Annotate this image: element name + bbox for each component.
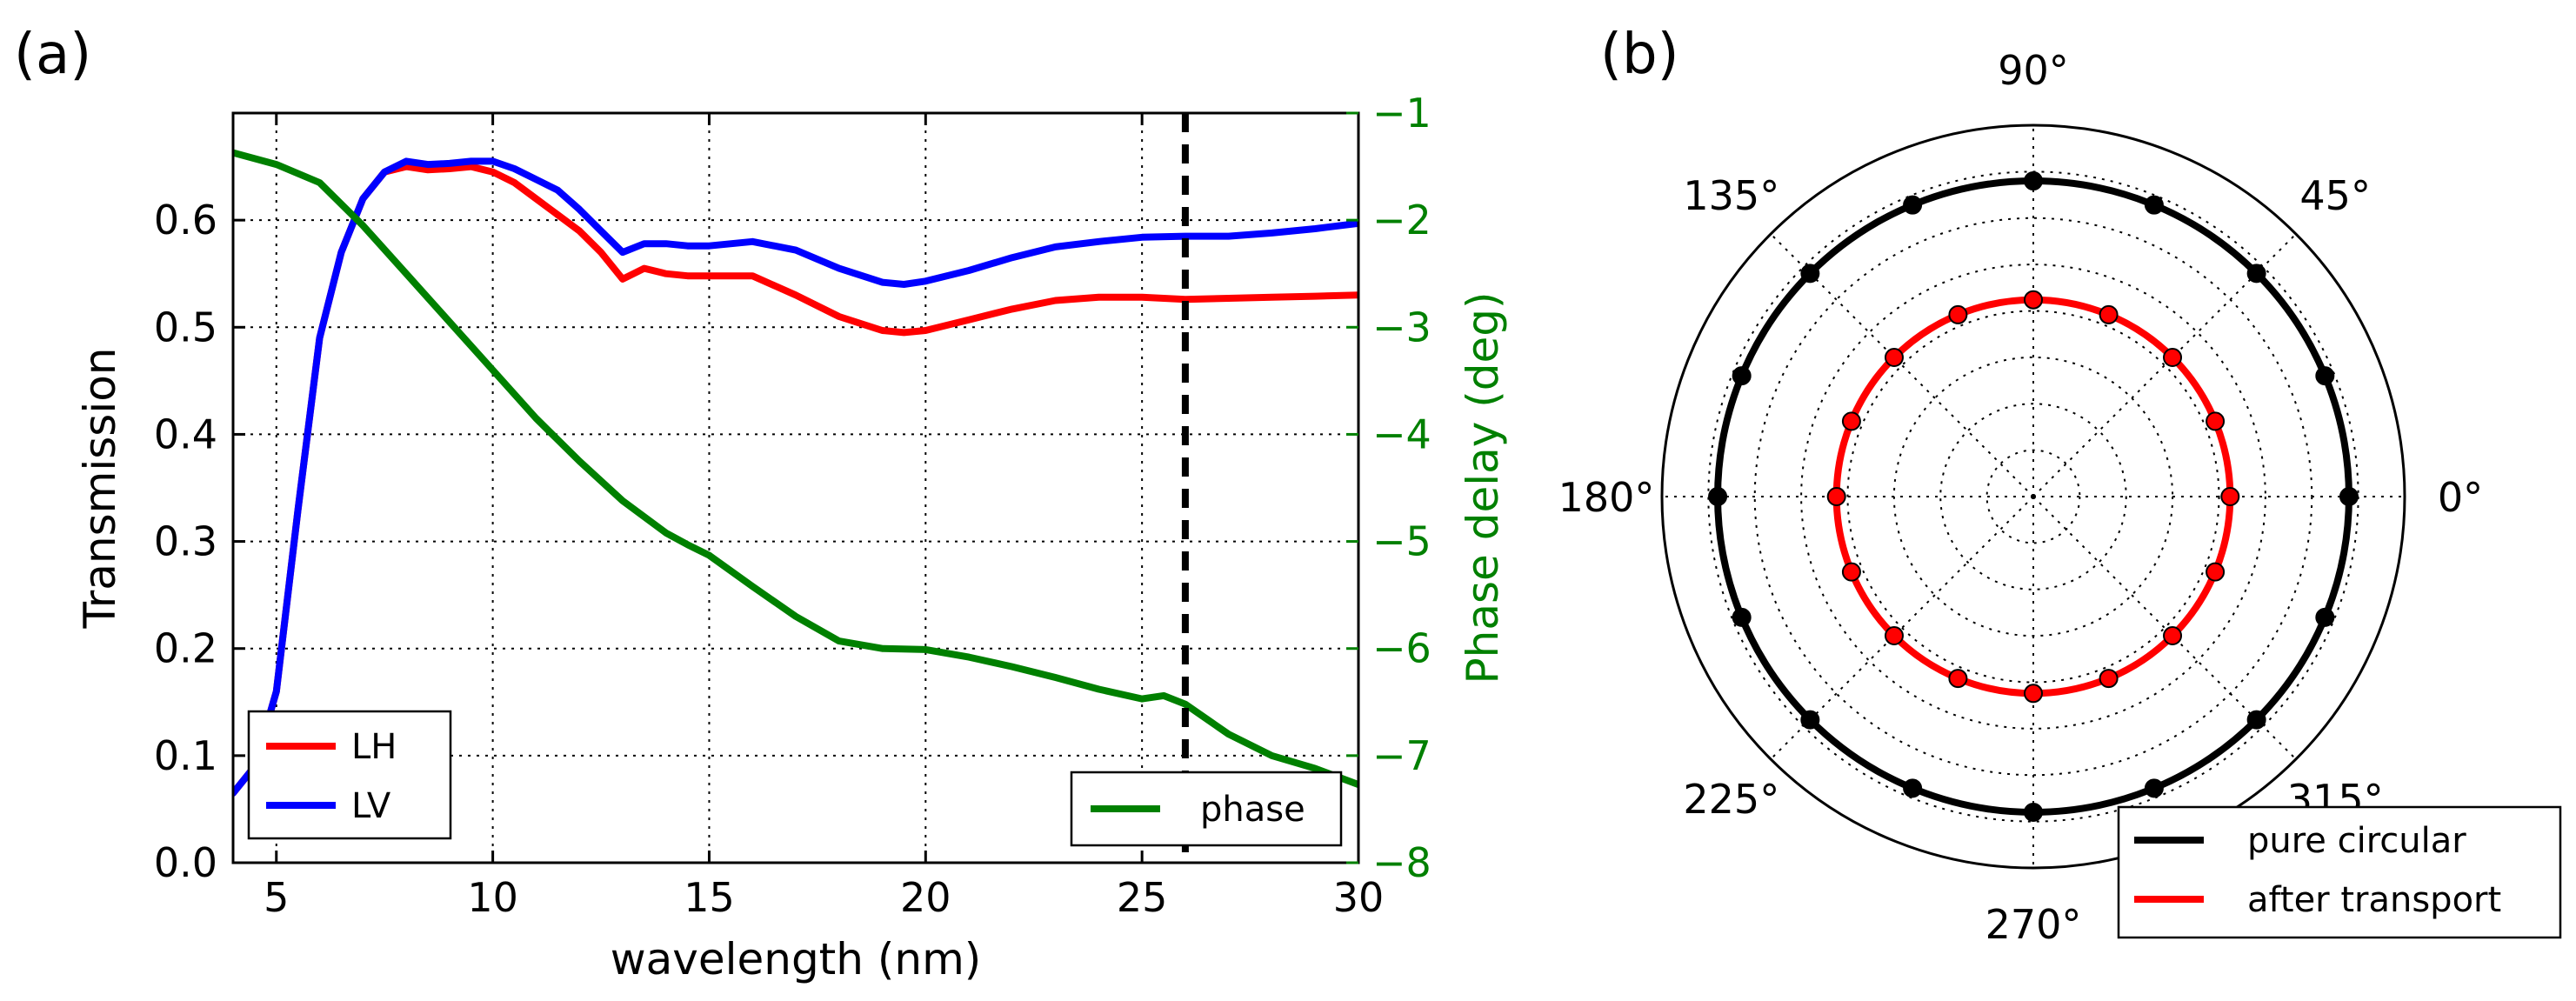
y2-tick-label: −5 xyxy=(1372,518,1431,565)
pure-circular-marker xyxy=(2024,802,2043,822)
legend-after-transport-label: after transport xyxy=(2247,880,2501,920)
after-transport-marker xyxy=(1826,487,1846,506)
y2-tick-label: −1 xyxy=(1372,90,1431,137)
x-tick-label: 30 xyxy=(1333,874,1385,921)
polar-angle-gridline xyxy=(2032,233,2297,497)
y-tick-label: 0.2 xyxy=(154,625,217,672)
polar-angle-label: 180° xyxy=(1558,474,1655,521)
polar-angle-label: 0° xyxy=(2438,474,2483,521)
after-transport-marker xyxy=(1948,304,1968,324)
y2-tick-label: −7 xyxy=(1372,732,1431,779)
legend-polar-box xyxy=(2117,805,2562,939)
after-transport-marker xyxy=(2163,626,2183,646)
pure-circular-marker xyxy=(1800,710,1820,730)
panel-a-y2-ticks: −8 −7 −6 −5 −4 −3 −2 −1 xyxy=(1346,90,1431,886)
panel-b-outer-circle xyxy=(1660,123,2406,870)
pure-circular-marker xyxy=(1732,607,1752,627)
pure-circular-marker xyxy=(2315,607,2335,627)
polar-angle-gridline xyxy=(2032,496,2297,760)
phase-series-line xyxy=(233,149,1358,789)
pure-circular-marker xyxy=(2339,487,2359,506)
y-tick-label: 0.4 xyxy=(154,410,217,457)
y-tick-label: 0.0 xyxy=(154,839,217,886)
after-transport-marker xyxy=(2206,562,2226,582)
polar-radial-gridline xyxy=(1800,264,2266,730)
y-tick-label: 0.1 xyxy=(154,732,217,779)
panel-a-x-ticks: 5 10 15 20 25 30 xyxy=(264,113,1384,921)
pure-circular-marker xyxy=(2246,264,2266,284)
pure-circular-marker xyxy=(2246,710,2266,730)
after-transport-marker xyxy=(2024,684,2043,704)
after-transport-marker xyxy=(1841,411,1861,431)
lh-series-line xyxy=(233,163,1358,797)
panel-a-plot-frame xyxy=(231,111,1360,864)
after-transport-marker xyxy=(2163,347,2183,367)
polar-angle-gridline xyxy=(1770,233,2034,497)
legend-transmission-box xyxy=(247,710,452,840)
pure-circular-marker xyxy=(2144,195,2164,215)
legend-lv-label: LV xyxy=(351,786,391,826)
after-transport-marker xyxy=(1884,347,1904,367)
polar-angle-label: 225° xyxy=(1683,776,1779,823)
polar-radial-gridline xyxy=(1939,403,2127,591)
polar-angle-label: 135° xyxy=(1683,172,1779,219)
after-transport-marker xyxy=(2024,290,2043,310)
pure-circular-marker xyxy=(1732,366,1752,386)
legend-transmission: LH LV xyxy=(247,710,452,840)
x-tick-label: 5 xyxy=(264,874,289,921)
panel-a-y-ticks: 0.0 0.1 0.2 0.3 0.4 0.5 0.6 xyxy=(154,197,245,886)
y2-tick-label: −2 xyxy=(1372,197,1431,244)
y2-tick-label: −4 xyxy=(1372,410,1431,457)
x-axis-label: wavelength (nm) xyxy=(611,934,982,984)
y2-tick-label: −8 xyxy=(1372,839,1431,886)
legend-phase: phase xyxy=(1070,771,1343,847)
x-tick-label: 15 xyxy=(684,874,735,921)
polar-angle-label: 270° xyxy=(1985,901,2082,948)
legend-lh-label: LH xyxy=(351,727,397,767)
panel-b-label: (b) xyxy=(1600,23,1679,87)
y-tick-label: 0.3 xyxy=(154,518,217,565)
y-axis-label: Transmission xyxy=(75,348,125,630)
panel-b-angle-labels: 0°45°90°135°180°225°270°315° xyxy=(1558,47,2484,948)
y2-tick-label: −3 xyxy=(1372,304,1431,350)
x-tick-label: 20 xyxy=(900,874,951,921)
after-transport-marker xyxy=(1884,626,1904,646)
y-tick-label: 0.6 xyxy=(154,197,217,244)
pure-circular-marker xyxy=(1800,264,1820,284)
x-tick-label: 10 xyxy=(467,874,518,921)
pure-circular-marker xyxy=(1903,778,1923,798)
polar-center-dot xyxy=(2031,494,2036,499)
lv-series-line xyxy=(233,157,1358,797)
pure-circular-marker xyxy=(2024,171,2043,191)
after-transport-marker xyxy=(1948,669,1968,689)
legend-phase-label: phase xyxy=(1200,790,1305,830)
legend-polar: pure circular after transport xyxy=(2117,805,2562,939)
panel-a-label: (a) xyxy=(14,23,91,87)
pure-circular-marker xyxy=(2144,778,2164,798)
after-transport-marker xyxy=(2099,304,2119,324)
polar-angle-label: 90° xyxy=(1998,47,2069,94)
polar-radial-gridline xyxy=(1846,310,2220,684)
after-transport-marker xyxy=(2206,411,2226,431)
pure-circular-marker xyxy=(1708,487,1728,506)
legend-pure-circular-label: pure circular xyxy=(2247,821,2466,861)
polar-angle-gridline xyxy=(1770,496,2034,760)
y2-tick-label: −6 xyxy=(1372,625,1431,672)
panel-b-series xyxy=(1708,171,2359,822)
panel-a-series xyxy=(233,149,1358,797)
y2-axis-label: Phase delay (deg) xyxy=(1458,292,1508,684)
after-transport-marker xyxy=(2099,669,2119,689)
polar-radial-gridline xyxy=(1985,449,2081,544)
pure-circular-marker xyxy=(1903,195,1923,215)
x-tick-label: 25 xyxy=(1117,874,1168,921)
after-transport-marker xyxy=(2220,487,2240,506)
after-transport-marker xyxy=(1841,562,1861,582)
pure-circular-marker xyxy=(2315,366,2335,386)
panel-a-grid xyxy=(233,113,1358,863)
polar-angle-label: 45° xyxy=(2299,172,2371,219)
y-tick-label: 0.5 xyxy=(154,304,217,350)
